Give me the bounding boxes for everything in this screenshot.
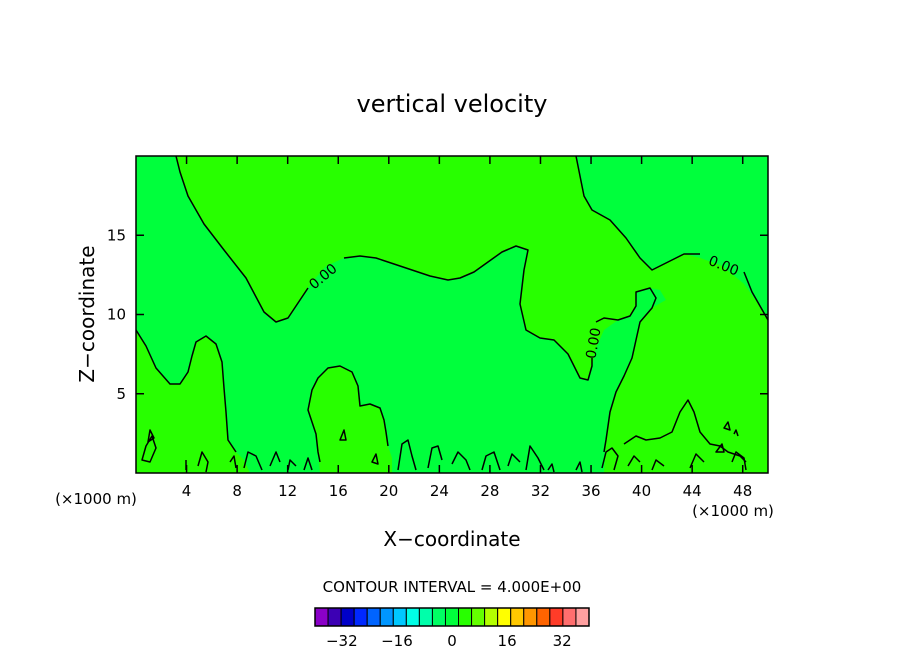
colorbar-frame bbox=[314, 607, 590, 627]
region-upper-left-updraft-fill bbox=[136, 156, 768, 473]
colorbar-swatch bbox=[353, 607, 368, 627]
colorbar-swatch bbox=[431, 607, 446, 627]
region-upper-left-mask bbox=[136, 156, 666, 473]
colorbar-swatch bbox=[327, 607, 342, 627]
colorbar-swatch bbox=[575, 607, 590, 627]
colorbar-tick-label: −16 bbox=[381, 632, 413, 650]
x-tick-label: 24 bbox=[430, 482, 449, 500]
region-lower-left-updraft bbox=[136, 330, 250, 473]
contour-zero-right-lower bbox=[623, 399, 747, 463]
region-right-lower-positive bbox=[604, 258, 768, 473]
y-ticks bbox=[136, 234, 768, 395]
chart-title: vertical velocity bbox=[357, 90, 548, 118]
x-tick-label: 20 bbox=[379, 482, 398, 500]
contour-zero-lower-left bbox=[135, 329, 237, 453]
contour-interval-text: CONTOUR INTERVAL = 4.000E+00 bbox=[323, 578, 582, 596]
colorbar-swatch bbox=[314, 607, 329, 627]
x-units-left: (×1000 m) bbox=[55, 490, 137, 508]
x-units-right: (×1000 m) bbox=[692, 502, 774, 520]
x-tick-label: 28 bbox=[480, 482, 499, 500]
x-tick-label: 16 bbox=[329, 482, 348, 500]
colorbar-swatch bbox=[340, 607, 355, 627]
colorbar-swatch bbox=[392, 607, 407, 627]
colorbar-swatch bbox=[405, 607, 420, 627]
x-axis-label: X−coordinate bbox=[383, 527, 520, 551]
x-tick-label: 48 bbox=[733, 482, 752, 500]
colorbar-swatch bbox=[458, 607, 473, 627]
plot-area: 0.00 0.00 0.00 4 8 12 16 20 24 28 32 36 40 44 48 51… bbox=[107, 155, 769, 500]
contour-zero-upper bbox=[175, 155, 593, 381]
colorbar-swatch bbox=[484, 607, 499, 627]
colorbar-swatch bbox=[497, 607, 512, 627]
x-tick-label: 40 bbox=[632, 482, 651, 500]
colorbar-swatch bbox=[562, 607, 577, 627]
contour-noise-right bbox=[601, 421, 747, 471]
colorbar-tick-label: −32 bbox=[326, 632, 358, 650]
contour-zero-plume bbox=[307, 365, 389, 463]
contour-lines bbox=[135, 155, 769, 473]
x-tick-label: 12 bbox=[278, 482, 297, 500]
colorbar-swatch bbox=[444, 607, 460, 627]
x-tick-label: 8 bbox=[232, 482, 242, 500]
y-tick-labels: 5 10 15 bbox=[107, 226, 126, 403]
colorbar-swatch bbox=[418, 607, 433, 627]
colorbar-swatch bbox=[536, 607, 551, 627]
x-tick-labels: 4 8 12 16 20 24 28 32 36 40 44 48 bbox=[182, 482, 752, 500]
x-tick-label: 32 bbox=[531, 482, 550, 500]
colorbar bbox=[314, 607, 590, 627]
contour-noise-mid bbox=[339, 429, 583, 473]
colorbar-tick-label: 16 bbox=[498, 632, 517, 650]
region-central-plume bbox=[308, 366, 392, 473]
colorbar-swatch bbox=[510, 607, 525, 627]
colorbar-swatch bbox=[471, 607, 486, 627]
colorbar-tick-label: 32 bbox=[553, 632, 572, 650]
colorbar-swatch bbox=[523, 607, 538, 627]
contour-zero-loop bbox=[595, 287, 657, 453]
colorbar-tick-labels: −32 −16 0 16 32 bbox=[326, 632, 572, 650]
x-ticks bbox=[185, 156, 744, 473]
y-tick-label: 5 bbox=[116, 385, 126, 403]
y-tick-label: 10 bbox=[107, 306, 126, 324]
y-tick-label: 15 bbox=[107, 226, 126, 244]
x-tick-label: 44 bbox=[683, 482, 702, 500]
contour-zero-right bbox=[575, 155, 769, 321]
colorbar-swatch bbox=[379, 607, 394, 627]
colorbar-swatch bbox=[549, 607, 564, 627]
colorbar-tick-label: 0 bbox=[447, 632, 457, 650]
x-tick-label: 4 bbox=[182, 482, 192, 500]
contour-label-center: 0.00 bbox=[583, 327, 604, 360]
x-tick-label: 36 bbox=[581, 482, 600, 500]
y-axis-label: Z−coordinate bbox=[75, 245, 99, 382]
colorbar-swatch bbox=[366, 607, 381, 627]
